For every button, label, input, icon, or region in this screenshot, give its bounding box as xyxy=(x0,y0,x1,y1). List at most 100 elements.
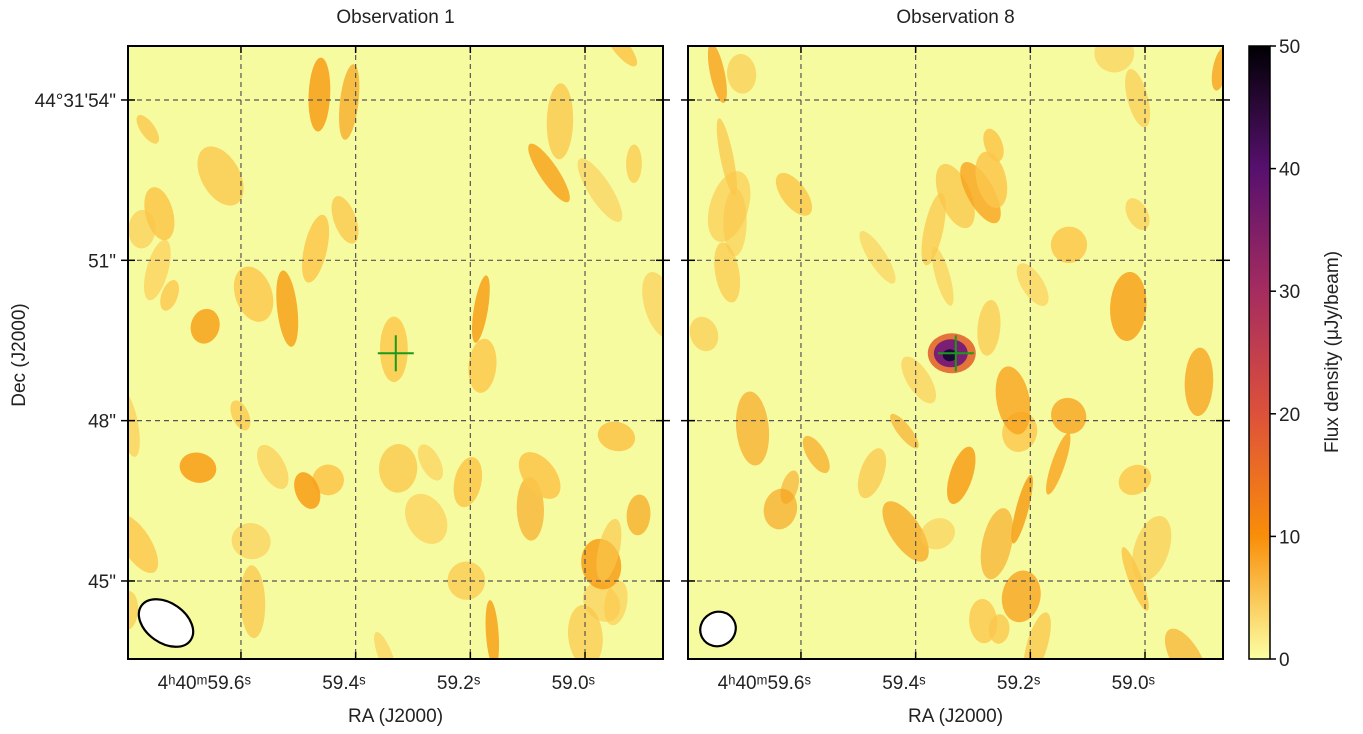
colorbar-tick-label: 0 xyxy=(1279,650,1290,671)
noise-blob xyxy=(136,114,160,144)
noise-blob xyxy=(546,83,574,160)
noise-blob xyxy=(975,151,1008,209)
colorbar xyxy=(1248,45,1271,660)
x-tick-label: 59.4ˢ xyxy=(882,673,926,694)
x-tick-label: 59.0ˢ xyxy=(552,673,596,694)
y-tick-label: 48" xyxy=(88,412,116,433)
noise-blob xyxy=(1011,474,1033,544)
noise-blob xyxy=(775,172,813,216)
noise-blob xyxy=(331,196,359,244)
x-tick-label: 59.4ˢ xyxy=(322,673,366,694)
colorbar-tick-label: 50 xyxy=(1279,37,1300,58)
source-blob xyxy=(942,349,957,362)
noise-blob xyxy=(921,193,946,266)
noise-blob xyxy=(947,446,976,505)
noise-blob xyxy=(890,413,919,449)
noise-blob xyxy=(727,54,757,94)
noise-blob xyxy=(485,600,500,659)
x-axis-label: RA (J2000) xyxy=(348,706,443,727)
panel-title: Observation 1 xyxy=(336,7,454,28)
noise-blob xyxy=(338,64,360,140)
noise-blob xyxy=(901,356,937,404)
noise-blob xyxy=(935,163,975,229)
colorbar-tick-label: 10 xyxy=(1279,527,1300,548)
noise-blob xyxy=(302,214,330,283)
y-tick-label: 51" xyxy=(88,251,116,272)
noise-blob xyxy=(577,158,623,223)
noise-blob xyxy=(716,118,737,196)
noise-blob xyxy=(294,472,321,509)
noise-blob xyxy=(308,57,331,132)
x-tick-label: 4ʰ40ᵐ59.6ˢ xyxy=(158,673,252,694)
panel-frame xyxy=(687,45,1224,660)
noise-blob xyxy=(1001,570,1041,623)
noise-blob xyxy=(528,143,570,203)
noise-blob xyxy=(128,514,159,574)
noise-blob xyxy=(995,366,1031,435)
colorbar-tick-label: 20 xyxy=(1279,405,1300,426)
noise-blob xyxy=(1132,515,1172,582)
noise-blob xyxy=(857,448,887,499)
noise-blob xyxy=(1050,226,1088,264)
noise-blob xyxy=(1046,433,1071,495)
noise-blob xyxy=(689,316,719,352)
noise-blob xyxy=(1016,263,1049,306)
colorbar-tick-label: 40 xyxy=(1279,160,1300,181)
y-tick-label: 45" xyxy=(88,572,116,593)
panel-title: Observation 8 xyxy=(896,7,1014,28)
noise-blob xyxy=(1094,46,1135,73)
noise-blob xyxy=(1184,347,1214,417)
noise-blob xyxy=(859,230,896,284)
colorbar-tick-label: 30 xyxy=(1279,282,1300,303)
noise-blob xyxy=(447,561,486,600)
noise-blob xyxy=(1050,397,1087,434)
x-tick-label: 59.2ˢ xyxy=(437,673,481,694)
noise-blob xyxy=(197,146,244,206)
noise-blob xyxy=(374,631,397,659)
x-tick-label: 59.2ˢ xyxy=(997,673,1041,694)
noise-blob xyxy=(642,271,663,339)
beam xyxy=(137,598,195,648)
noise-blob xyxy=(240,565,266,639)
noise-blob xyxy=(980,508,1014,580)
noise-blob xyxy=(453,457,483,508)
noise-blob xyxy=(707,46,727,103)
noise-blob xyxy=(723,188,747,257)
noise-blob xyxy=(802,435,830,474)
noise-blob xyxy=(626,494,651,536)
image-panel xyxy=(688,46,1223,659)
noise-blob xyxy=(312,464,344,496)
noise-blob xyxy=(518,452,561,499)
noise-blob xyxy=(920,518,955,550)
x-axis-label: RA (J2000) xyxy=(908,706,1003,727)
noise-blob xyxy=(596,518,622,581)
beam xyxy=(699,610,737,648)
noise-blob xyxy=(1211,47,1223,91)
noise-blob xyxy=(417,444,443,481)
noise-blob xyxy=(144,239,171,301)
noise-blob xyxy=(1121,547,1149,611)
noise-blob xyxy=(405,493,448,544)
noise-blob xyxy=(735,391,770,466)
noise-blob xyxy=(379,316,408,383)
noise-blob xyxy=(882,501,929,562)
noise-blob xyxy=(763,488,798,530)
noise-blob xyxy=(988,614,1010,644)
panel-frame xyxy=(127,45,664,660)
image-panel xyxy=(128,46,663,659)
noise-blob xyxy=(179,452,217,483)
x-tick-label: 59.0ˢ xyxy=(1112,673,1156,694)
noise-blob xyxy=(1125,198,1150,230)
colorbar-label: Flux density (μJy/beam) xyxy=(1322,251,1343,453)
noise-blob xyxy=(931,246,954,306)
noise-blob xyxy=(233,266,274,322)
y-axis-label: Dec (J2000) xyxy=(9,303,30,407)
noise-blob xyxy=(714,242,741,303)
noise-blob xyxy=(276,270,299,347)
noise-blob xyxy=(471,275,490,343)
noise-blob xyxy=(257,444,289,489)
noise-blob xyxy=(1164,628,1207,659)
noise-blob xyxy=(468,338,497,393)
noise-blob xyxy=(597,421,636,452)
